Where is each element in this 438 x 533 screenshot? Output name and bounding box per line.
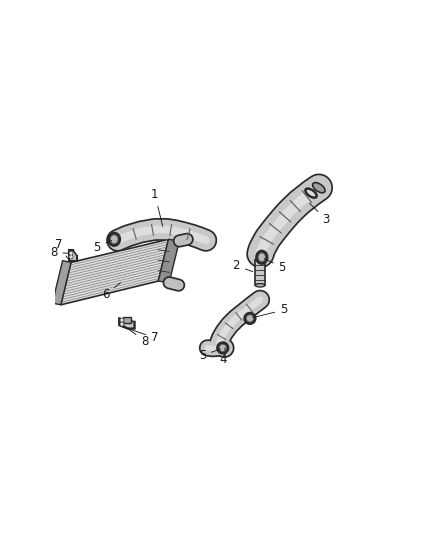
Circle shape: [70, 256, 72, 258]
Text: 8: 8: [50, 246, 68, 260]
Polygon shape: [69, 251, 77, 261]
Ellipse shape: [257, 251, 267, 263]
Text: 5: 5: [264, 259, 286, 274]
Text: 7: 7: [131, 329, 159, 344]
Text: 4: 4: [219, 348, 226, 366]
Polygon shape: [53, 261, 71, 305]
Text: 5: 5: [253, 303, 288, 318]
Ellipse shape: [218, 343, 228, 353]
Ellipse shape: [255, 258, 265, 262]
Ellipse shape: [109, 233, 120, 245]
Text: 5: 5: [93, 240, 112, 254]
Circle shape: [120, 318, 124, 322]
Circle shape: [69, 255, 73, 259]
Text: 7: 7: [55, 238, 67, 259]
Text: 1: 1: [151, 188, 162, 227]
Ellipse shape: [245, 313, 255, 324]
Ellipse shape: [313, 183, 325, 193]
Circle shape: [121, 323, 123, 325]
Bar: [123, 317, 131, 324]
Circle shape: [70, 252, 72, 254]
Text: 5: 5: [199, 349, 220, 362]
Text: 3: 3: [310, 203, 330, 227]
Circle shape: [121, 319, 123, 321]
Polygon shape: [119, 318, 134, 328]
Circle shape: [120, 322, 124, 326]
Ellipse shape: [255, 284, 265, 287]
Polygon shape: [158, 239, 179, 282]
Text: 6: 6: [102, 283, 120, 301]
Circle shape: [69, 252, 73, 255]
Text: 8: 8: [124, 326, 148, 348]
Polygon shape: [61, 239, 169, 305]
Text: 2: 2: [233, 259, 253, 272]
Bar: [255, 260, 265, 285]
